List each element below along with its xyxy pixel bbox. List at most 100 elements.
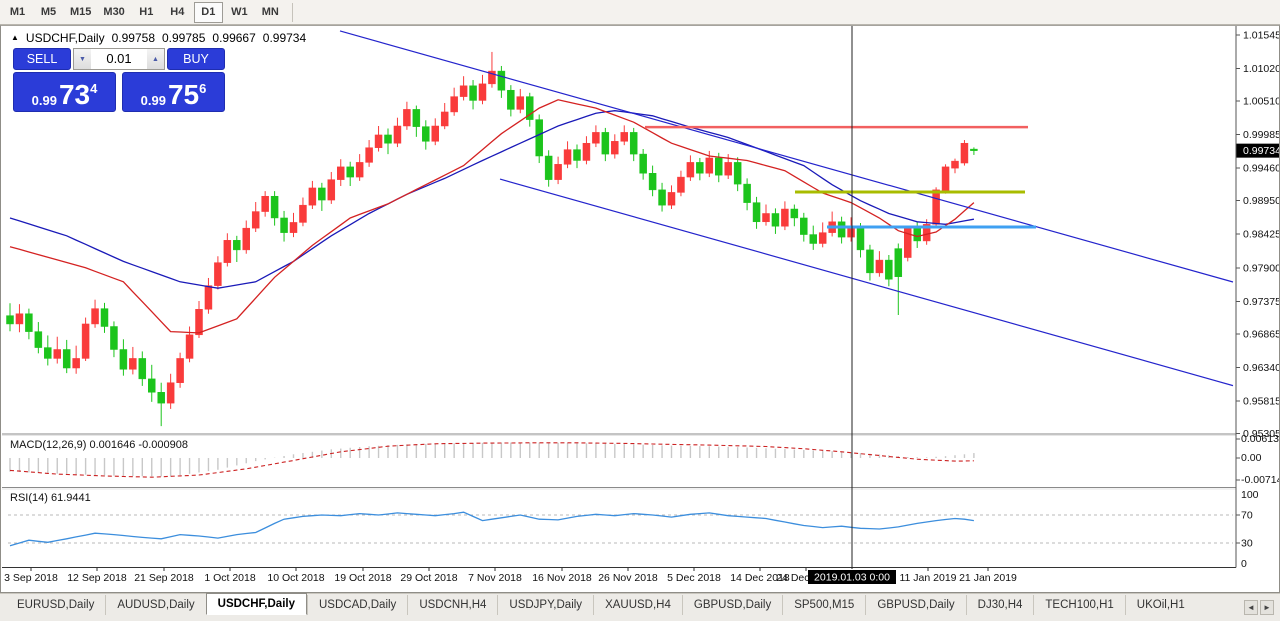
panel-frame (2, 26, 1237, 568)
volume-decrease-button[interactable]: ▼ (74, 49, 91, 69)
sell-price-button[interactable]: 0.99 73 4 (13, 72, 116, 112)
chart-tab-usdcnh-h4[interactable]: USDCNH,H4 (407, 595, 497, 615)
sell-price-main: 73 (58, 79, 91, 110)
indicator-axis: 0.006137 0.00 -0.007142 100 70 30 0 (1236, 433, 1279, 570)
tab-scroll-arrows: ◄ ► (1244, 600, 1280, 615)
chart-tab-usdchf-daily[interactable]: USDCHF,Daily (205, 593, 307, 615)
timeframe-toolbar: M1 M5 M15 M30 H1 H4 D1 W1 MN (0, 0, 1280, 25)
buy-price-pip: 6 (199, 81, 207, 96)
date-axis-label: 10 Oct 2018 (267, 572, 324, 584)
channel-upper[interactable] (339, 30, 1234, 283)
price-axis-label: 0.99985 (1243, 129, 1279, 141)
price-axis-label: 0.97900 (1243, 262, 1279, 274)
date-axis-label: 14 Dec 2018 (730, 572, 790, 584)
timeframe-button-mn[interactable]: MN (256, 2, 285, 23)
chart-tab-sp500-m15[interactable]: SP500,M15 (782, 595, 865, 615)
chart-tab-usdcad-daily[interactable]: USDCAD,Daily (306, 595, 407, 615)
price-axis-label: 0.95815 (1243, 395, 1279, 407)
channel-lower[interactable] (499, 178, 1234, 387)
timeframe-button-h1[interactable]: H1 (132, 2, 161, 23)
date-axis-label: 7 Nov 2018 (468, 572, 522, 584)
price-axis-label: 0.97375 (1243, 296, 1279, 308)
date-axis-label: 21 Jan 2019 (959, 572, 1017, 584)
date-axis-label: 11 Jan 2019 (899, 572, 956, 584)
price-axis: 1.01545 1.01020 1.00510 0.99985 0.99460 0.989… (1236, 30, 1279, 440)
chart-tab-audusd-daily[interactable]: AUDUSD,Daily (105, 595, 205, 615)
indicator-axis-label: 70 (1241, 510, 1253, 522)
bar-low: 0.99667 (212, 31, 256, 45)
timeframe-button-w1[interactable]: W1 (225, 2, 254, 23)
price-axis-label: 0.98950 (1243, 195, 1279, 207)
chart-title: ▲ USDCHF,Daily 0.99758 0.99785 0.99667 0… (11, 31, 306, 45)
indicator-axis-label: 100 (1241, 489, 1259, 501)
price-axis-label: 0.99460 (1243, 163, 1279, 175)
tab-scroll-left-icon[interactable]: ◄ (1244, 600, 1258, 615)
price-axis-label: 1.00510 (1243, 96, 1279, 108)
current-price-badge-text: 0.99734 (1243, 145, 1279, 157)
chart-tab-usdjpy-daily[interactable]: USDJPY,Daily (497, 595, 593, 615)
chart-tab-ukoil-h1[interactable]: UKOil,H1 (1124, 595, 1196, 615)
timeframe-button-h4[interactable]: H4 (163, 2, 192, 23)
bar-close: 0.99734 (262, 31, 307, 45)
one-click-trading-panel: SELL ▼ 0.01 ▲ BUY 0.99 73 4 0.99 75 (13, 48, 225, 112)
volume-value[interactable]: 0.01 (106, 51, 132, 66)
tab-scroll-right-icon[interactable]: ► (1260, 600, 1274, 615)
ma-fast-line (9, 99, 975, 334)
timeframe-button-m1[interactable]: M1 (3, 2, 32, 23)
date-axis-label: 19 Oct 2018 (334, 572, 391, 584)
date-axis-label: 1 Oct 2018 (204, 572, 256, 584)
price-axis-label: 0.96340 (1243, 362, 1279, 374)
volume-increase-button[interactable]: ▲ (147, 49, 164, 69)
timeframe-button-m5[interactable]: M5 (34, 2, 63, 23)
bar-open: 0.99758 (111, 31, 155, 45)
date-axis-label: 26 Nov 2018 (598, 572, 658, 584)
date-axis-label: 29 Oct 2018 (400, 572, 457, 584)
price-axis-label: 1.01020 (1243, 63, 1279, 75)
price-axis-label: 0.95305 (1243, 428, 1279, 440)
indicator-axis-label: 0.006137 (1241, 433, 1279, 445)
volume-stepper: ▼ 0.01 ▲ (73, 48, 165, 70)
indicator-axis-label: -0.007142 (1241, 474, 1279, 486)
candles-layer (6, 51, 978, 427)
toolbar-separator (291, 2, 293, 22)
chart-tab-gbpusd-daily[interactable]: GBPUSD,Daily (865, 595, 965, 615)
crosshair-date-text: 2019.01.03 0:00 (814, 572, 890, 584)
chart-tab-tech100-h1[interactable]: TECH100,H1 (1033, 595, 1124, 615)
buy-price-main: 75 (167, 79, 200, 110)
date-axis-label: 3 Sep 2018 (4, 572, 58, 584)
price-axis-label: 1.01545 (1243, 30, 1279, 42)
bar-high: 0.99785 (162, 31, 206, 45)
timeframe-button-m30[interactable]: M30 (98, 2, 129, 23)
buy-button[interactable]: BUY (167, 48, 225, 70)
chart-tab-xauusd-h4[interactable]: XAUUSD,H4 (593, 595, 682, 615)
rsi-levels (8, 514, 1233, 544)
indicator-axis-label: 0 (1241, 558, 1247, 570)
rsi-label: RSI(14) 61.9441 (10, 492, 91, 504)
chart-tab-eurusd-daily[interactable]: EURUSD,Daily (17, 599, 95, 611)
window-bottom-strip (0, 615, 1280, 621)
chart-window: 1.01545 1.01020 1.00510 0.99985 0.99460 0.989… (0, 25, 1280, 593)
macd-layer (9, 442, 975, 478)
buy-price-button[interactable]: 0.99 75 6 (122, 72, 225, 112)
sell-button[interactable]: SELL (13, 48, 71, 70)
collapse-triangle-icon[interactable]: ▲ (11, 32, 19, 42)
macd-label: MACD(12,26,9) 0.001646 -0.000908 (10, 439, 188, 451)
chart-symbol-period: USDCHF,Daily (25, 31, 105, 45)
current-price-badge (1236, 143, 1279, 158)
date-axis-label: 5 Dec 2018 (667, 572, 721, 584)
ma-slow-line (9, 110, 975, 289)
chart-tab-gbpusd-daily[interactable]: GBPUSD,Daily (681, 595, 782, 615)
chart-canvas[interactable]: 1.015451.010201.005100.999850.994600.989… (1, 26, 1279, 592)
timeframe-button-d1[interactable]: D1 (193, 1, 223, 23)
price-axis-label: 0.96865 (1243, 328, 1279, 340)
sell-price-pip: 4 (90, 81, 98, 96)
date-axis: 3 Sep 2018 12 Sep 2018 21 Sep 2018 1 Oct 20… (4, 567, 1017, 584)
hlines-layer (645, 125, 1036, 229)
chart-tab-bar: EURUSD,Daily AUDUSD,Daily USDCHF,Daily USDC… (0, 593, 1280, 615)
indicator-axis-label: 0.00 (1241, 452, 1262, 464)
timeframe-button-m15[interactable]: M15 (65, 2, 96, 23)
indicator-axis-label: 30 (1241, 538, 1253, 550)
buy-price-prefix: 0.99 (140, 93, 166, 108)
chart-tab-dj30-h4[interactable]: DJ30,H4 (965, 595, 1034, 615)
